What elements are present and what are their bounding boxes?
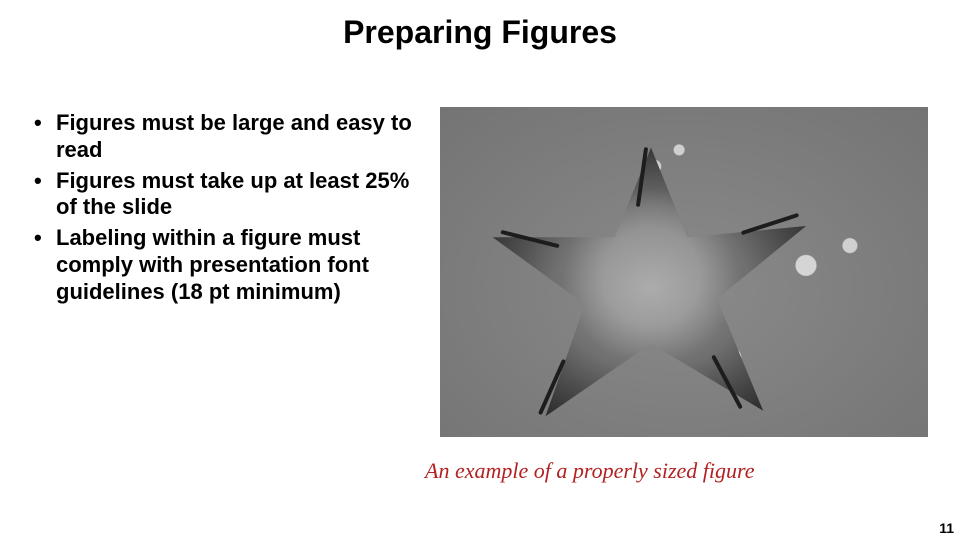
figure-caption: An example of a properly sized figure	[425, 458, 755, 484]
bullet-item: Labeling within a figure must comply wit…	[30, 225, 430, 305]
bullet-item: Figures must take up at least 25% of the…	[30, 168, 430, 222]
figure-image	[440, 107, 928, 437]
page-number: 11	[939, 520, 954, 536]
slide: Preparing Figures Figures must be large …	[0, 0, 960, 540]
slide-title: Preparing Figures	[0, 14, 960, 51]
bullet-item: Figures must be large and easy to read	[30, 110, 430, 164]
bullet-list: Figures must be large and easy to read F…	[30, 110, 430, 310]
